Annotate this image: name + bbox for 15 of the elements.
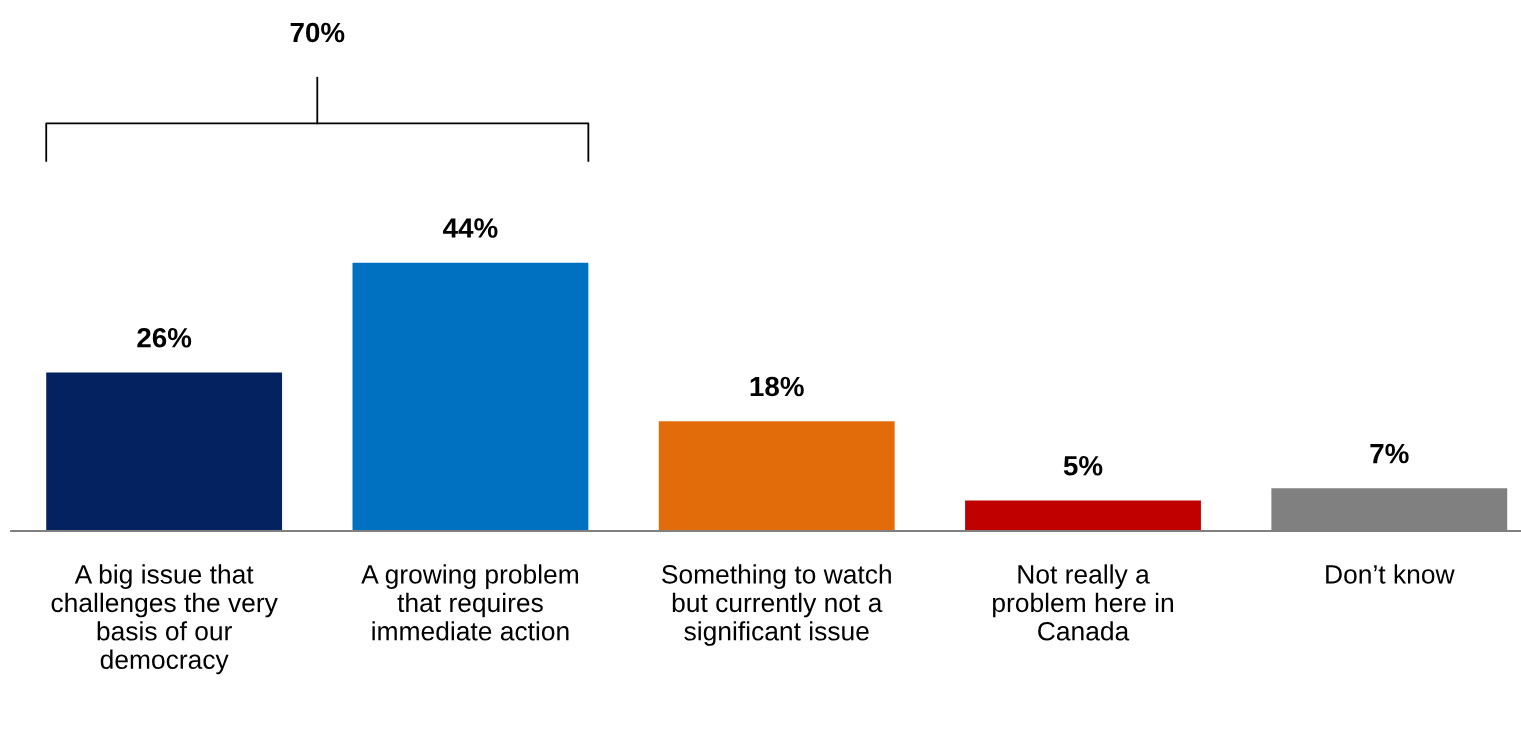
x-tick-label: Something to watch but currently not a significant issue xyxy=(662,564,891,646)
data-label: 44% xyxy=(443,218,498,238)
data-label: 26% xyxy=(137,327,192,348)
bar xyxy=(352,262,589,531)
x-tick-label: Don’t know xyxy=(1326,564,1455,584)
x-tick-label: A big issue that challenges the very basis of our democracy xyxy=(51,564,278,675)
data-label: 5% xyxy=(1063,455,1103,476)
bar xyxy=(965,500,1201,531)
text: 70% xyxy=(290,22,345,43)
bar xyxy=(658,421,895,531)
bar xyxy=(46,372,283,531)
x-tick-label: A growing problem that requires immediate action xyxy=(361,564,578,641)
data-label: 7% xyxy=(1370,443,1409,464)
x-tick-label: Not really a problem here in Canada xyxy=(993,564,1173,641)
data-label: 18% xyxy=(750,376,804,397)
